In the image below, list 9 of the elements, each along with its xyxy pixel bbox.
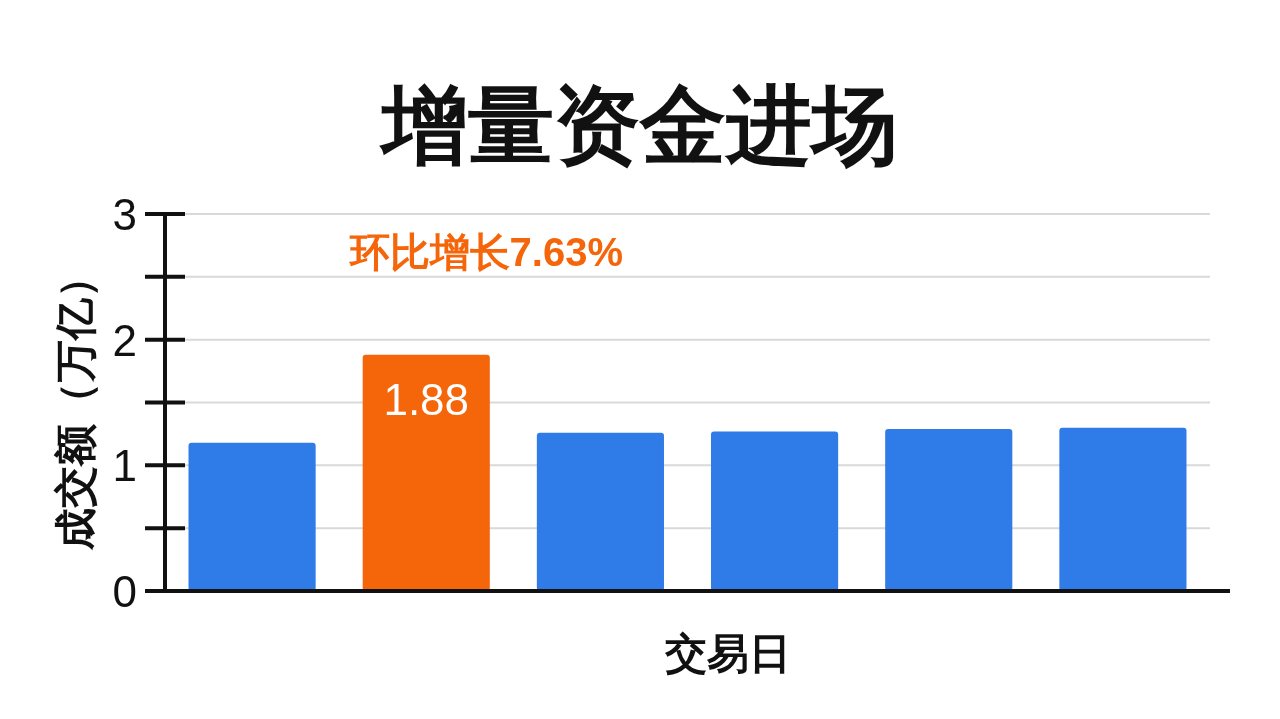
y-tick-label: 0 [112,567,137,616]
data-label: 1.88 [383,374,470,424]
y-tick-label: 3 [112,190,137,239]
chart-title: 增量资金进场 [379,77,898,173]
x-axis-title: 交易日 [663,630,791,677]
y-tick-label: 2 [112,315,137,365]
y-axis-title: 成交额（万亿） [52,255,99,551]
y-tick-label: 1 [112,441,137,491]
annotation: 环比增长7.63% [347,230,623,274]
